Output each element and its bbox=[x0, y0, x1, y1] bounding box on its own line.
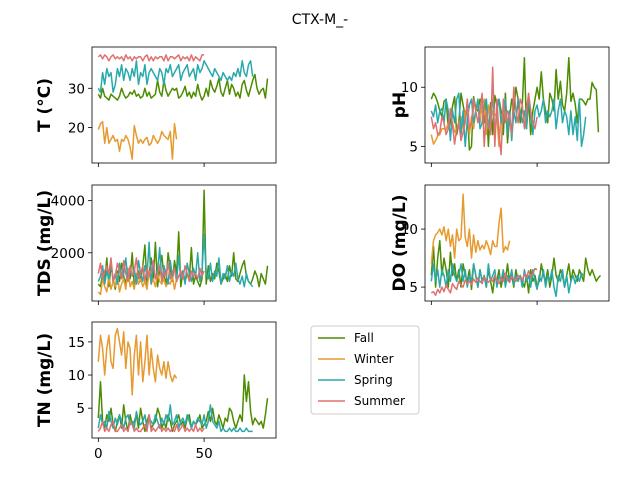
series-line-spring bbox=[97, 60, 254, 93]
axes-frame bbox=[91, 321, 277, 439]
legend-frame bbox=[310, 325, 420, 415]
subplot-5: 5 10 15 0 50 TN (mg/L) bbox=[35, 321, 277, 462]
y-tick-label: 10 bbox=[401, 222, 418, 238]
x-tick-label: 50 bbox=[195, 446, 212, 462]
axes-frame bbox=[91, 46, 277, 164]
y-tick-label: 2000 bbox=[51, 246, 85, 262]
series-line-winter bbox=[97, 327, 178, 396]
axes-frame bbox=[91, 184, 277, 302]
y-tick-label: 4000 bbox=[51, 194, 85, 210]
series-line-summer bbox=[430, 267, 538, 296]
y-tick-label: 10 bbox=[401, 80, 418, 96]
series-line-fall bbox=[97, 374, 269, 433]
x-tick-label: 0 bbox=[94, 446, 103, 462]
y-axis-label: pH bbox=[390, 92, 410, 118]
y-tick-label: 15 bbox=[68, 335, 85, 351]
y-axis-label: DO (mg/L) bbox=[390, 195, 410, 292]
series-line-fall bbox=[430, 239, 602, 294]
legend-label-summer: Summer bbox=[354, 394, 405, 408]
axes-frame bbox=[424, 184, 610, 302]
subplot-1: 20 30 T (°C) bbox=[35, 46, 277, 167]
legend-label-fall: Fall bbox=[354, 331, 374, 345]
series-line-summer bbox=[97, 54, 205, 62]
legend: Fall Winter Spring Summer bbox=[310, 325, 420, 415]
series-line-winter bbox=[430, 193, 511, 264]
y-axis-label: T (°C) bbox=[35, 78, 55, 132]
series-line-summer bbox=[97, 414, 205, 433]
series-line-winter bbox=[97, 120, 178, 160]
series-line-spring bbox=[430, 92, 587, 148]
y-axis-label: TDS (mg/L) bbox=[35, 190, 55, 296]
series-line-summer bbox=[430, 66, 538, 156]
y-tick-label: 5 bbox=[76, 401, 85, 417]
axes-frame bbox=[424, 46, 610, 164]
y-axis-label: TN (mg/L) bbox=[35, 333, 55, 427]
y-tick-label: 5 bbox=[409, 280, 418, 296]
figure-title: CTX-M_- bbox=[292, 12, 348, 28]
y-tick-label: 5 bbox=[409, 139, 418, 155]
y-tick-label: 10 bbox=[68, 368, 85, 384]
legend-label-winter: Winter bbox=[354, 352, 394, 366]
y-tick-label: 30 bbox=[68, 81, 85, 97]
legend-label-spring: Spring bbox=[354, 373, 393, 387]
series-line-summer bbox=[97, 257, 205, 283]
y-tick-label: 20 bbox=[68, 121, 85, 137]
series-line-fall bbox=[97, 73, 269, 101]
series-line-spring bbox=[430, 263, 585, 298]
series-line-spring bbox=[97, 404, 253, 433]
